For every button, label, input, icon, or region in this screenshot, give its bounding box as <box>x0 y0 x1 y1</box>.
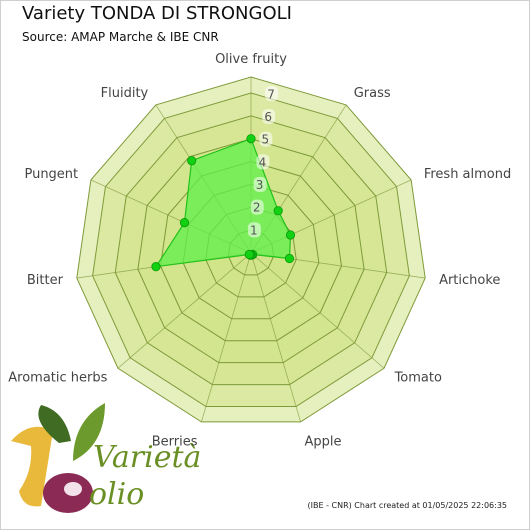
axis-label-tomato: Tomato <box>394 370 442 385</box>
chart-footer: (IBE - CNR) Chart created at 01/05/2025 … <box>307 501 508 510</box>
tick-label-3: 3 <box>256 178 264 192</box>
tick-label-2: 2 <box>253 201 261 215</box>
logo-leaf-right <box>73 403 105 461</box>
data-point-fresh-almond <box>285 230 296 240</box>
data-point-aromatic-herbs <box>244 249 254 260</box>
grid-spoke <box>250 252 385 369</box>
logo-olive-highlight <box>64 482 82 496</box>
axis-label-olive-fruity: Olive fruity <box>215 52 287 67</box>
data-point-grass <box>273 206 283 216</box>
axis-label-fluidity: Fluidity <box>101 86 149 101</box>
logo-text-olio: olio <box>89 477 144 512</box>
varieta-olio-logo: Varietà olio <box>11 403 201 513</box>
chart-subtitle: Source: AMAP Marche & IBE CNR <box>22 30 219 44</box>
radar-tick-labels: 1 2 3 4 5 6 7 <box>247 86 279 238</box>
tick-label-bg <box>256 154 270 170</box>
tick-label-bg <box>253 176 267 192</box>
axis-label-fresh-almond: Fresh almond <box>424 167 511 182</box>
tick-label-7: 7 <box>267 87 275 101</box>
grid-spoke <box>201 252 252 422</box>
axis-label-bitter: Bitter <box>27 273 64 288</box>
axis-label-berries: Berries <box>152 434 198 449</box>
axis-label-grass: Grass <box>354 86 391 101</box>
chart-title: Variety TONDA DI STRONGOLI <box>22 3 292 24</box>
data-point-olive-fruity <box>246 134 256 144</box>
tick-label-5: 5 <box>262 133 270 147</box>
data-point-artichoke <box>284 253 295 264</box>
tick-label-1: 1 <box>250 223 258 237</box>
data-point-fluidity <box>187 156 197 166</box>
tick-label-bg <box>250 199 264 215</box>
logo-leaf-left <box>38 405 71 443</box>
grid-spoke <box>117 252 252 369</box>
tick-label-bg <box>259 131 273 147</box>
axis-label-aromatic-herbs: Aromatic herbs <box>8 370 107 385</box>
tick-label-bg <box>265 86 279 102</box>
tick-label-bg <box>247 222 261 238</box>
tick-label-bg <box>262 108 276 124</box>
data-point-pungent <box>179 218 190 228</box>
radar-axis-labels: Olive fruity Grass Fresh almond Artichoke To… <box>8 52 511 449</box>
logo-swoosh <box>11 426 53 507</box>
grid-spoke <box>250 252 301 422</box>
axis-label-apple: Apple <box>305 434 342 449</box>
tick-label-6: 6 <box>264 110 272 124</box>
tick-label-4: 4 <box>259 155 267 169</box>
axis-label-pungent: Pungent <box>24 167 78 182</box>
data-point-bitter <box>151 262 161 272</box>
axis-label-artichoke: Artichoke <box>439 273 500 288</box>
logo-text-varieta: Varietà <box>93 440 201 475</box>
